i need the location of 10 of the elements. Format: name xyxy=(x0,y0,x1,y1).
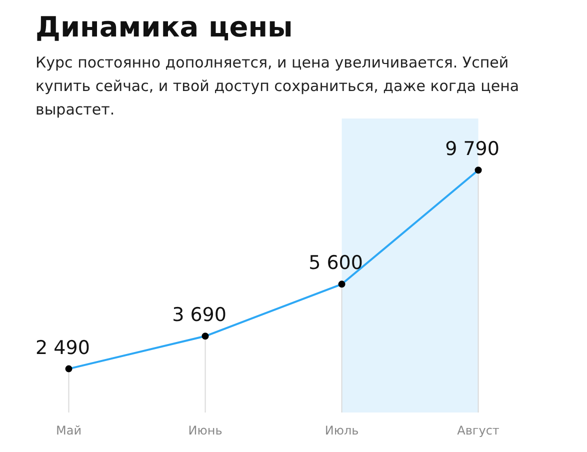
x-tick-label: Июнь xyxy=(188,424,222,438)
data-label: 5 600 xyxy=(308,252,363,274)
data-label: 9 790 xyxy=(445,138,500,160)
x-tick-label: Август xyxy=(457,424,500,438)
data-label: 3 690 xyxy=(172,304,226,326)
chart-subtitle: Курс постоянно дополняется, и цена увеличивается. Успей купить сейчас, и твой доступ сохраниться, даже когда цена вырастет. xyxy=(36,54,520,118)
chart-title: Динамика цены xyxy=(36,10,293,44)
x-tick-label: Май xyxy=(56,424,82,438)
x-tick-label: Июль xyxy=(324,424,359,438)
data-label: 2 490 xyxy=(36,336,90,359)
